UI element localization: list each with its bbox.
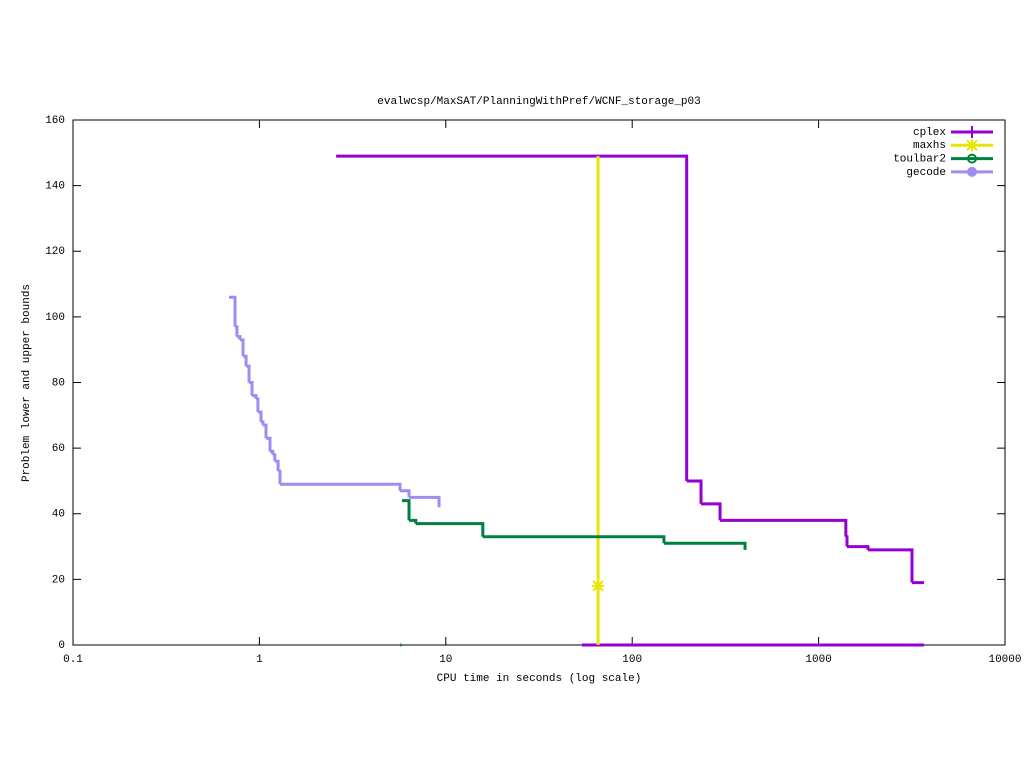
y-tick-label: 160 [45, 115, 65, 127]
legend-label: maxhs [913, 140, 946, 152]
x-tick-label: 10 [439, 654, 452, 666]
step-segment [336, 154, 689, 481]
step-segment [240, 338, 245, 357]
step-segment [401, 499, 411, 521]
step-segment [867, 548, 914, 583]
y-tick-label: 120 [45, 246, 65, 258]
step-segment [846, 545, 870, 550]
step-segment [266, 436, 272, 452]
step-segment [274, 459, 280, 472]
y-axis-label: Problem lower and upper bounds [21, 284, 33, 482]
step-segment [272, 453, 277, 462]
step-segment [482, 535, 666, 544]
x-tick-label: 1 [256, 654, 263, 666]
y-tick-label: 100 [45, 312, 65, 324]
step-segment [400, 489, 411, 498]
x-tick-label: 10000 [988, 654, 1021, 666]
step-segment [409, 518, 418, 524]
legend-label: gecode [906, 167, 946, 179]
step-segment [229, 295, 237, 327]
marker-part [966, 139, 978, 152]
marker-part [592, 580, 604, 592]
legend-label: toulbar2 [893, 154, 946, 166]
chart-title: evalwcsp/MaxSAT/PlanningWithPref/WCNF_st… [377, 96, 700, 108]
y-tick-label: 40 [52, 509, 65, 521]
step-segment [246, 364, 251, 383]
step-segment [249, 381, 254, 396]
step-segment [280, 482, 402, 491]
step-segment [845, 535, 849, 547]
step-segment [686, 479, 703, 504]
x-axis-label: CPU time in seconds (log scale) [437, 673, 642, 685]
marker [966, 126, 978, 138]
marker [967, 166, 977, 177]
step-segment [278, 469, 282, 485]
step-segment [256, 397, 260, 413]
step-segment [257, 410, 263, 422]
legend-label: cplex [913, 127, 946, 139]
x-tick-label: 100 [622, 654, 642, 666]
y-tick-label: 0 [58, 640, 65, 652]
x-tick-label: 1000 [805, 654, 831, 666]
step-segment [663, 541, 747, 550]
step-segment [720, 518, 848, 537]
step-segment [243, 354, 248, 367]
step-segment [415, 522, 485, 537]
x-tick-label: 0.1 [63, 654, 83, 666]
marker [966, 139, 978, 152]
y-tick-label: 80 [52, 377, 65, 389]
y-tick-label: 140 [45, 181, 65, 193]
marker [592, 579, 605, 592]
step-segment [235, 325, 239, 337]
marker [967, 153, 977, 164]
marker-part [967, 153, 977, 164]
step-segment [409, 495, 441, 508]
step-segment [701, 502, 722, 521]
step-segment [262, 423, 268, 439]
y-tick-label: 20 [52, 574, 65, 586]
step-segment [261, 420, 265, 426]
y-tick-label: 60 [52, 443, 65, 455]
marker-part [967, 166, 977, 177]
